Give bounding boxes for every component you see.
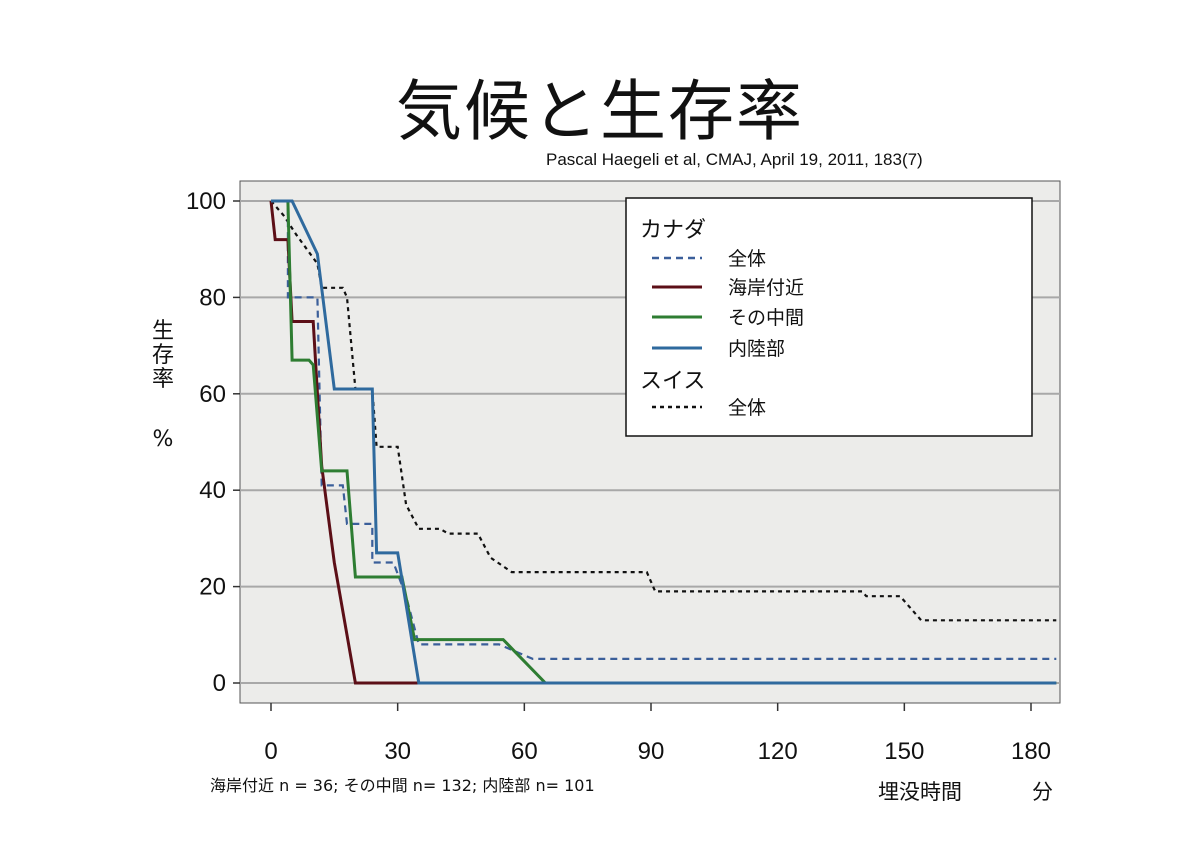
y-axis-label-char: 生 [152,319,174,344]
legend-label-swiss-overall: 全体 [728,397,766,419]
canada-overall-line [271,199,1057,661]
y-axis-unit: % [153,427,174,452]
x-tick-label: 30 [384,738,411,765]
y-axis-label-char: 存 [152,343,174,368]
x-tick-label: 90 [638,738,665,765]
y-axis-label-char: 率 [152,367,174,392]
legend-label-canada-transitional: その中間 [728,307,804,329]
x-tick-label: 0 [264,738,277,765]
x-tick-label: 120 [758,738,798,765]
legend-label-canada-overall: 全体 [728,248,766,270]
x-tick-label: 60 [511,738,538,765]
y-tick-label: 0 [213,670,226,697]
y-tick-label: 20 [199,574,226,601]
y-tick-label: 40 [199,477,226,504]
x-tick-label: 180 [1011,738,1051,765]
y-tick-label: 100 [186,188,226,215]
page-title: 気候と生存率 [396,73,804,150]
legend-label-canada-interior: 内陸部 [728,338,785,360]
legend-heading-swiss: スイス [640,369,705,394]
x-axis-label: 埋没時間 [878,780,962,804]
citation: Pascal Haegeli et al, CMAJ, April 19, 20… [546,150,923,169]
y-tick-label: 60 [199,381,226,408]
legend-label-canada-coastal: 海岸付近 [728,277,804,299]
sample-size-note: 海岸付近 n = 36; その中間 n= 132; 内陸部 n= 101 [210,776,595,795]
canada-transitional-line [271,199,1057,685]
legend-heading-canada: カナダ [640,218,706,243]
x-tick-label: 150 [884,738,924,765]
y-tick-label: 80 [199,284,226,311]
x-axis-unit: 分 [1032,780,1053,804]
canada-coastal-line [269,200,419,685]
canada-interior-line [271,199,1057,685]
